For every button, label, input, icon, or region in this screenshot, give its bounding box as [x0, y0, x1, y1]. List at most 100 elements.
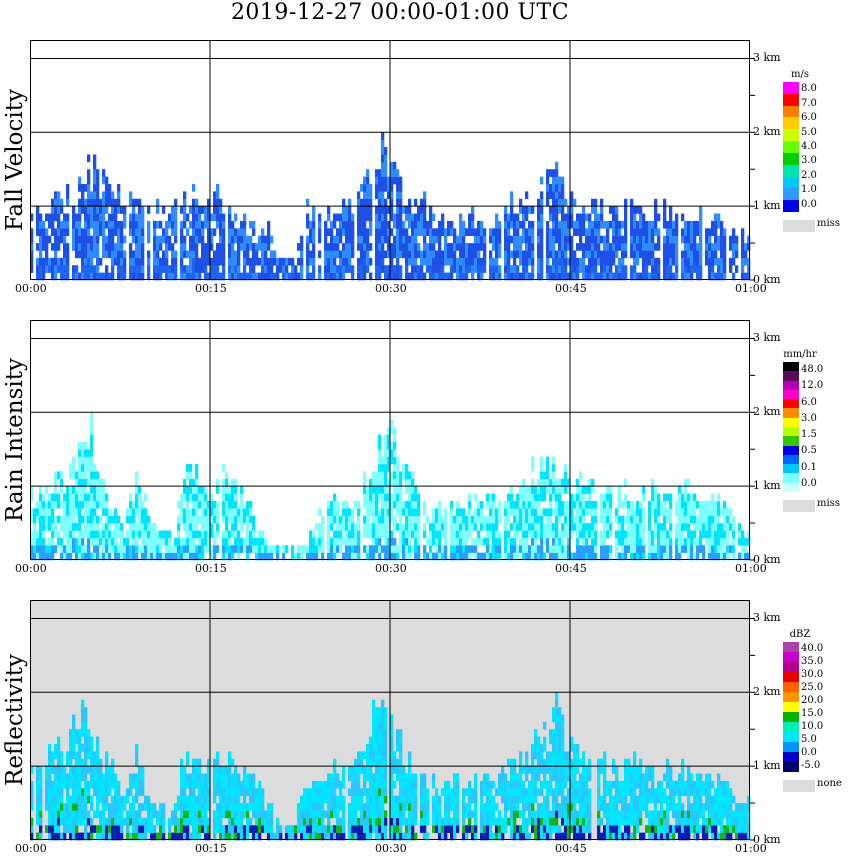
echo-cell — [411, 228, 415, 236]
echo-cell — [222, 508, 226, 516]
echo-cell — [738, 552, 742, 561]
echo-cell — [414, 228, 418, 236]
echo-cell — [78, 486, 82, 494]
echo-cell — [462, 250, 466, 259]
echo-cell — [537, 515, 541, 524]
echo-cell — [360, 257, 364, 266]
echo-cell — [93, 471, 97, 480]
echo-cell — [54, 810, 58, 819]
echo-cell — [696, 523, 700, 531]
echo-cell — [324, 780, 328, 789]
echo-cell — [525, 243, 529, 251]
echo-cell — [324, 272, 328, 281]
echo-cell — [543, 486, 547, 494]
echo-cell — [78, 471, 82, 480]
echo-cell — [708, 250, 712, 259]
echo-cell — [108, 228, 112, 236]
echo-cell — [399, 493, 403, 502]
echo-cell — [201, 508, 205, 516]
echo-cell — [600, 552, 604, 561]
echo-cell — [129, 788, 133, 796]
echo-cell — [111, 803, 115, 811]
echo-cell — [126, 508, 130, 516]
echo-cell — [462, 508, 466, 516]
echo-cell — [360, 228, 364, 236]
echo-cell — [393, 515, 397, 524]
echo-cell — [234, 478, 238, 487]
echo-cell — [45, 500, 49, 509]
echo-cell — [96, 243, 100, 251]
echo-cell — [138, 206, 142, 214]
echo-cell — [102, 773, 106, 782]
echo-cell — [348, 530, 352, 539]
echo-cell — [57, 758, 61, 767]
echo-cell — [168, 220, 172, 229]
echo-cell — [414, 213, 418, 222]
echo-cell — [366, 500, 370, 509]
echo-cell — [198, 213, 202, 222]
echo-cell — [465, 832, 469, 841]
x-tick-label: 00:45 — [555, 562, 587, 575]
echo-cell — [384, 449, 388, 457]
echo-cell — [570, 191, 574, 200]
echo-cell — [135, 832, 139, 841]
echo-cell — [339, 788, 343, 796]
echo-cell — [132, 530, 136, 539]
echo-cell — [114, 795, 118, 804]
echo-cell — [90, 198, 94, 207]
echo-cell — [141, 515, 145, 524]
echo-cell — [249, 803, 253, 811]
echo-cell — [180, 795, 184, 804]
echo-cell — [189, 773, 193, 782]
echo-cell — [390, 817, 394, 826]
echo-cell — [360, 766, 364, 774]
echo-cell — [330, 803, 334, 811]
echo-cell — [372, 810, 376, 819]
echo-cell — [63, 803, 67, 811]
echo-cell — [465, 228, 469, 236]
echo-cell — [363, 471, 367, 480]
echo-cell — [270, 810, 274, 819]
echo-cell — [96, 825, 100, 833]
echo-cell — [507, 250, 511, 259]
echo-cell — [339, 817, 343, 826]
echo-cell — [72, 751, 76, 760]
echo-cell — [696, 552, 700, 561]
echo-cell — [654, 500, 658, 509]
echo-cell — [117, 530, 121, 539]
echo-cell — [546, 464, 550, 472]
echo-cell — [399, 206, 403, 214]
echo-cell — [93, 545, 97, 553]
echo-cell — [684, 272, 688, 281]
echo-cell — [402, 508, 406, 516]
echo-cell — [108, 537, 112, 546]
echo-cell — [171, 220, 175, 229]
echo-cell — [84, 471, 88, 480]
echo-cell — [744, 272, 748, 281]
echo-cell — [51, 780, 55, 789]
echo-cell — [366, 832, 370, 841]
echo-cell — [477, 228, 481, 236]
echo-cell — [318, 250, 322, 259]
echo-cell — [186, 500, 190, 509]
echo-cell — [57, 243, 61, 251]
echo-cell — [393, 434, 397, 443]
echo-cell — [696, 228, 700, 236]
echo-cell — [558, 257, 562, 266]
echo-cell — [159, 803, 163, 811]
echo-cell — [375, 780, 379, 789]
echo-cell — [528, 228, 532, 236]
echo-cell — [402, 500, 406, 509]
echo-cell — [78, 530, 82, 539]
echo-cell — [366, 176, 370, 185]
echo-cell — [474, 508, 478, 516]
echo-cell — [141, 773, 145, 782]
echo-cell — [378, 758, 382, 767]
echo-cell — [540, 250, 544, 259]
echo-cell — [213, 788, 217, 796]
echo-cell — [144, 803, 148, 811]
echo-cell — [624, 206, 628, 214]
echo-cell — [525, 265, 529, 273]
echo-cell — [522, 272, 526, 281]
echo-cell — [93, 537, 97, 546]
